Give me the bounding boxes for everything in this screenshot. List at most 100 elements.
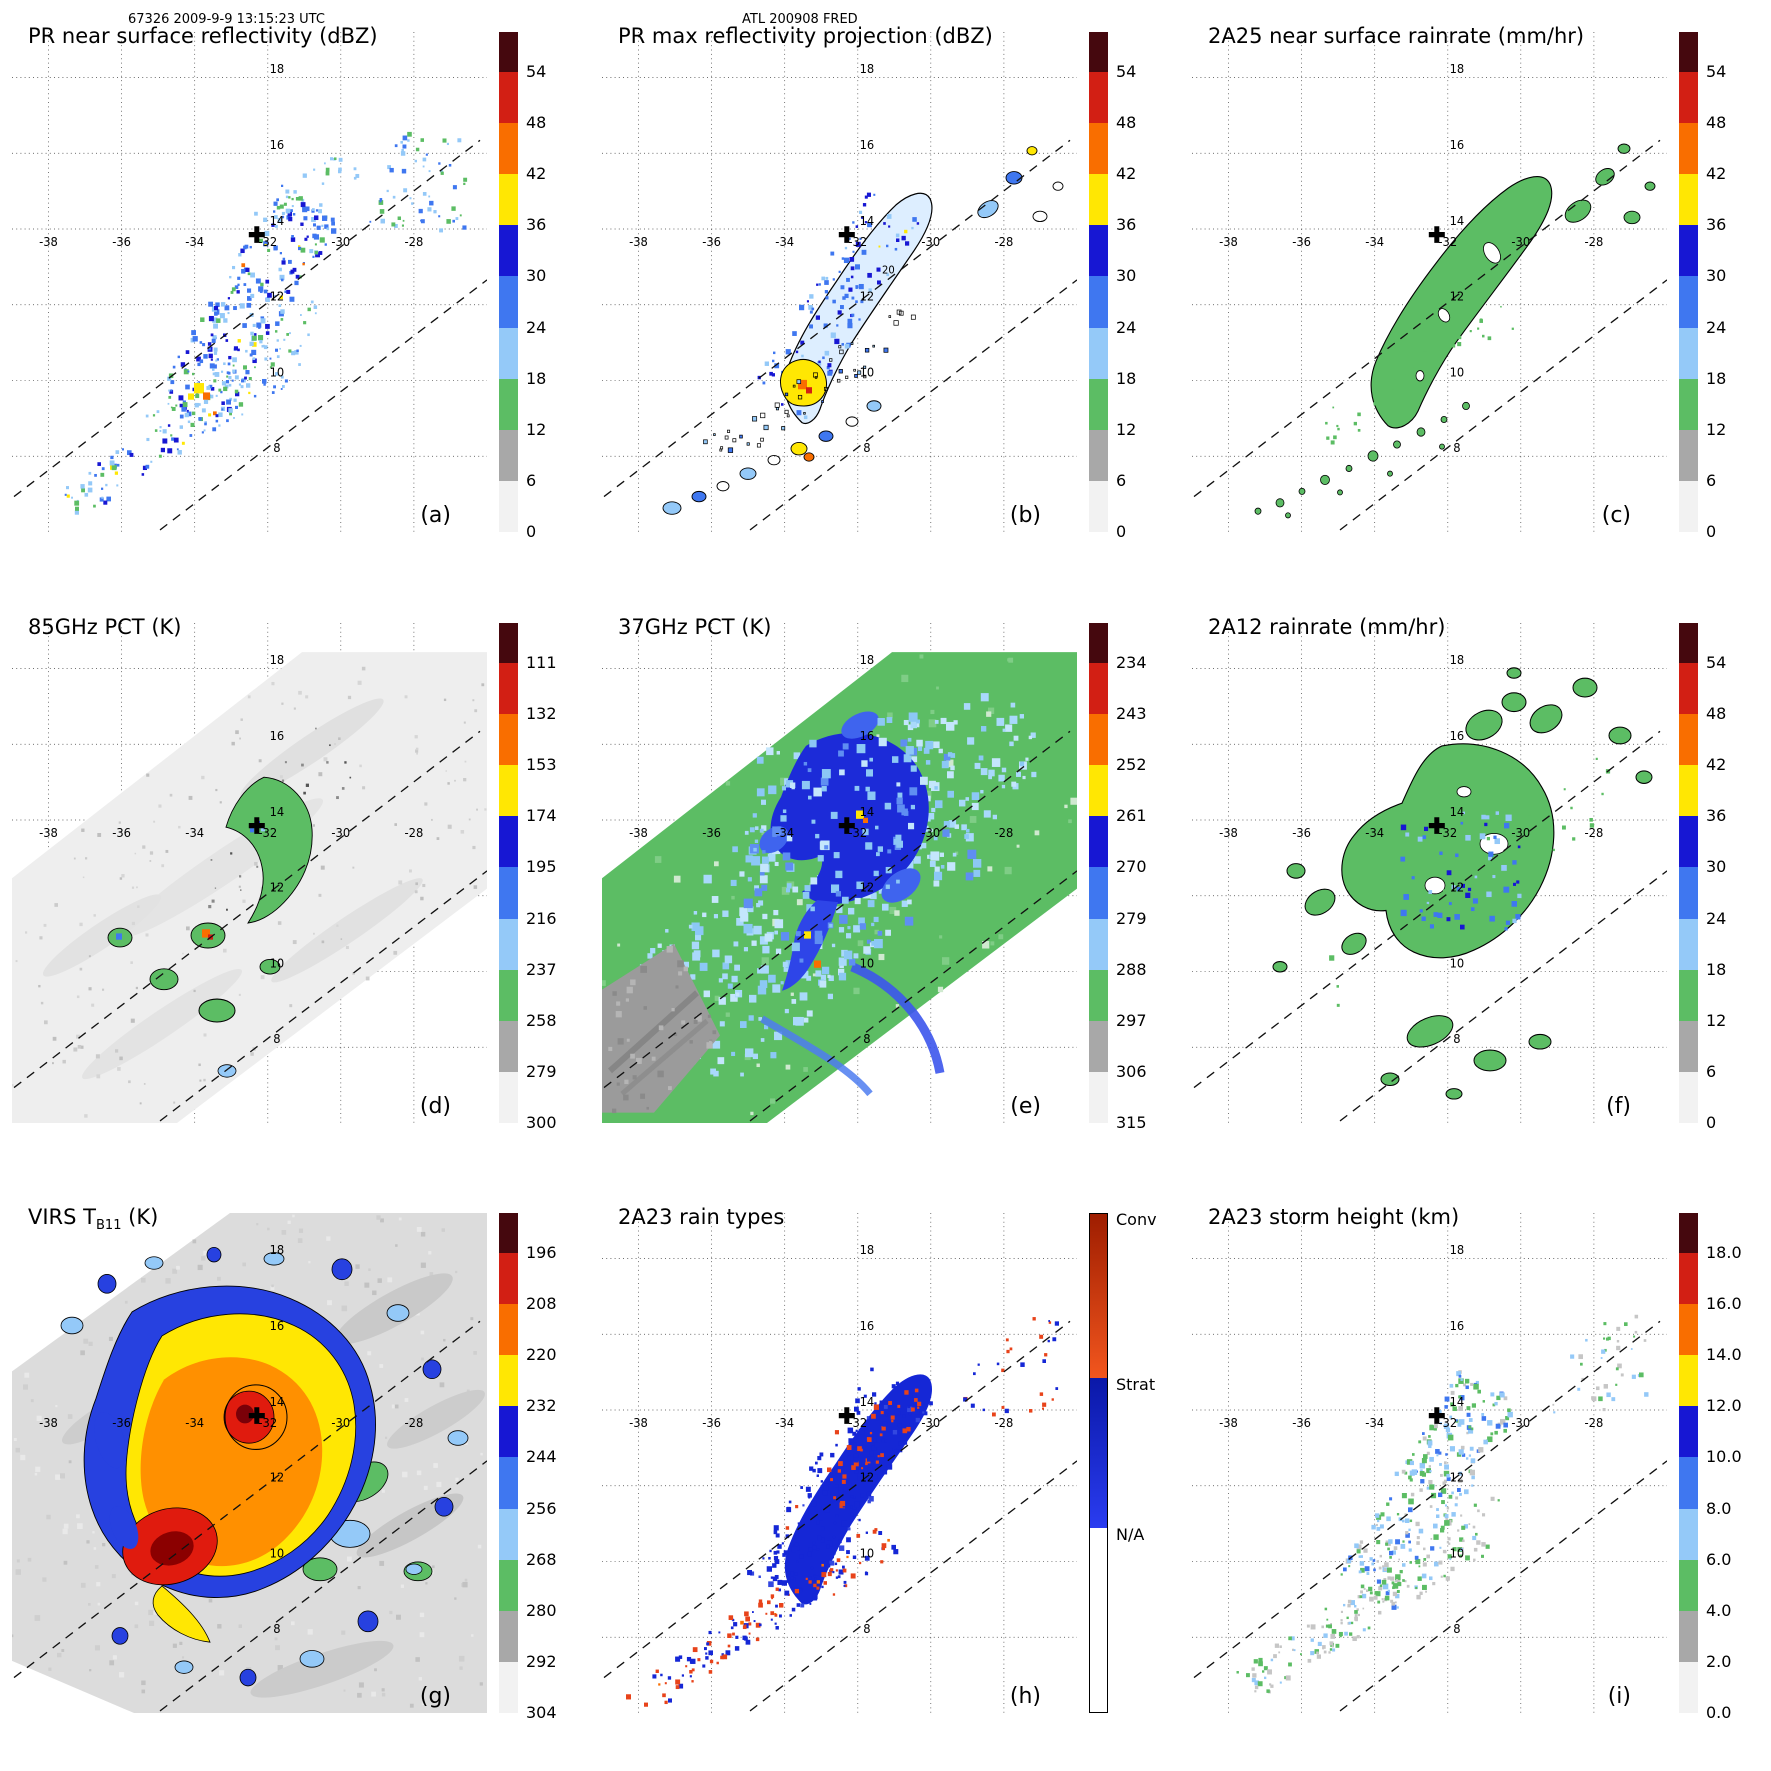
colorbar-segment <box>1679 174 1698 226</box>
lat-label: 10 <box>860 365 875 379</box>
colorbar-tick-label: 220 <box>526 1345 557 1365</box>
lon-label: -38 <box>1219 1416 1238 1430</box>
panel-letter: (i) <box>1607 1684 1631 1709</box>
swath-edge-line <box>159 279 487 531</box>
lon-label: -34 <box>185 235 204 249</box>
colorbar-segment <box>1679 327 1698 379</box>
colorbar-tick-label: 279 <box>1116 908 1147 928</box>
colorbar-tick-label: 2.0 <box>1706 1651 1732 1671</box>
colorbar-segment <box>499 765 518 817</box>
colorbar-segment <box>1089 276 1108 328</box>
colorbar-tick-label: 244 <box>526 1447 557 1467</box>
title-subscript: B11 <box>95 1218 122 1234</box>
colorbar-segment <box>1089 123 1108 175</box>
colorbar-segment <box>499 1355 518 1407</box>
lat-label: 18 <box>860 653 875 667</box>
swath-edge-line <box>159 1460 487 1712</box>
colorbar-segment <box>1089 714 1108 766</box>
colorbar-segment <box>499 378 518 430</box>
lat-label: 16 <box>270 729 285 743</box>
lon-label: -30 <box>331 1416 350 1430</box>
colorbar: 54 48 42 36 30 24 18 12 6 0 <box>1089 32 1177 541</box>
colorbar-tick-label: 42 <box>526 164 547 184</box>
colorbar-tick-label: 6 <box>1706 1061 1717 1081</box>
panel-e: 37GHz PCT (K) <box>590 591 1181 1181</box>
swath-edge-line <box>749 279 1077 531</box>
colorbar-tick-label: 6 <box>1706 470 1717 490</box>
colorbar-tick-label: 30 <box>1706 266 1727 286</box>
swath-edge-line <box>1339 1460 1667 1712</box>
lon-label: -38 <box>39 826 58 840</box>
colorbar-tick-label: 208 <box>526 1294 557 1314</box>
colorbar-tick-label: 237 <box>526 959 557 979</box>
colorbar-tick-label: 8.0 <box>1706 1498 1732 1518</box>
lat-label: 12 <box>860 289 875 303</box>
lat-label: 18 <box>1450 62 1465 76</box>
colorbar-segment <box>499 429 518 481</box>
colorbar-bar <box>1089 1213 1108 1713</box>
colorbar: 196 208 220 232 244 256 268 280 292 304 <box>499 1213 587 1722</box>
graticule <box>602 1213 1077 1713</box>
colorbar-tick-label: 297 <box>1116 1010 1147 1030</box>
colorbar-segment <box>499 72 518 124</box>
colorbar-segment <box>1679 969 1698 1021</box>
colorbar-segment <box>499 1508 518 1560</box>
plot-overlay: -38 -36 -34 -32 -30 -28 8 10 12 14 16 18 <box>13 62 487 531</box>
storm-center-marker <box>838 817 855 834</box>
storm-center-marker <box>248 817 265 834</box>
colorbar-segment <box>1679 276 1698 328</box>
colorbar-segment <box>1679 1355 1698 1407</box>
storm-center-marker <box>248 1407 265 1424</box>
panel-title: 2A12 rainrate (mm/hr) <box>1208 615 1446 639</box>
panel-h: 2A23 rain types -38 -36 -34 -32 -30 -28 8 10 12 1… <box>590 1181 1181 1771</box>
colorbar-segment <box>1679 480 1698 532</box>
colorbar-segment <box>1679 72 1698 124</box>
lat-label: 8 <box>1453 1032 1460 1046</box>
colorbar-segment <box>499 623 518 663</box>
pct37-field <box>602 652 1077 1123</box>
colorbar-segment <box>499 174 518 226</box>
swath-edge-line <box>159 870 487 1122</box>
lat-label: 14 <box>860 805 875 819</box>
colorbar-tick-label: 18 <box>1706 959 1727 979</box>
lat-label: 10 <box>1450 365 1465 379</box>
lon-label: -34 <box>1365 235 1384 249</box>
colorbar-segment <box>1679 1020 1698 1072</box>
title-end: (K) <box>121 1205 159 1229</box>
plot-overlay: -38 -36 -34 -32 -30 -28 8 10 12 14 16 18 <box>13 1243 487 1712</box>
map-plot: -38 -36 -34 -32 -30 -28 8 10 12 14 16 18 <box>12 1213 487 1713</box>
lon-label: -28 <box>995 826 1014 840</box>
colorbar-segment <box>499 32 518 72</box>
storm-center-marker <box>1428 1407 1445 1424</box>
lon-label: -32 <box>258 1416 277 1430</box>
colorbar-bar <box>1089 32 1108 532</box>
rainrate-field <box>1254 143 1656 519</box>
lon-label: -34 <box>185 826 204 840</box>
panel-i: 2A23 storm height (km) -38 -36 -34 -32 -30 -2… <box>1180 1181 1771 1771</box>
lat-label: 18 <box>270 653 285 667</box>
lat-label: 12 <box>860 880 875 894</box>
colorbar-tick-label: 252 <box>1116 755 1147 775</box>
plot-overlay: -38 -36 -34 -32 -30 -28 8 10 12 14 16 18 <box>1193 1243 1667 1712</box>
lon-label: -28 <box>1585 235 1604 249</box>
map-plot-area: -38 -36 -34 -32 -30 -28 8 10 12 14 16 18 (a) <box>12 32 487 532</box>
colorbar-tick-label: 36 <box>1706 215 1727 235</box>
colorbar-bar <box>499 1213 518 1713</box>
colorbar-segment <box>1679 1213 1698 1253</box>
panel-letter: (d) <box>419 1094 451 1119</box>
colorbar-tick-label: 12 <box>1706 419 1727 439</box>
lon-label: -32 <box>1438 826 1457 840</box>
colorbar-segment <box>1089 1020 1108 1072</box>
lon-label: -32 <box>848 826 867 840</box>
lat-label: 18 <box>860 1243 875 1257</box>
colorbar-tick-label: 42 <box>1706 755 1727 775</box>
panel-title: 85GHz PCT (K) <box>28 615 182 639</box>
colorbar-segment <box>1089 1071 1108 1123</box>
lat-label: 18 <box>270 1243 285 1257</box>
swath-edge-line <box>1193 1320 1661 1679</box>
virs-tb11-field <box>12 1213 487 1713</box>
colorbar-segment <box>499 1020 518 1072</box>
colorbar-segment <box>1089 816 1108 868</box>
colorbar-segment <box>499 1213 518 1253</box>
